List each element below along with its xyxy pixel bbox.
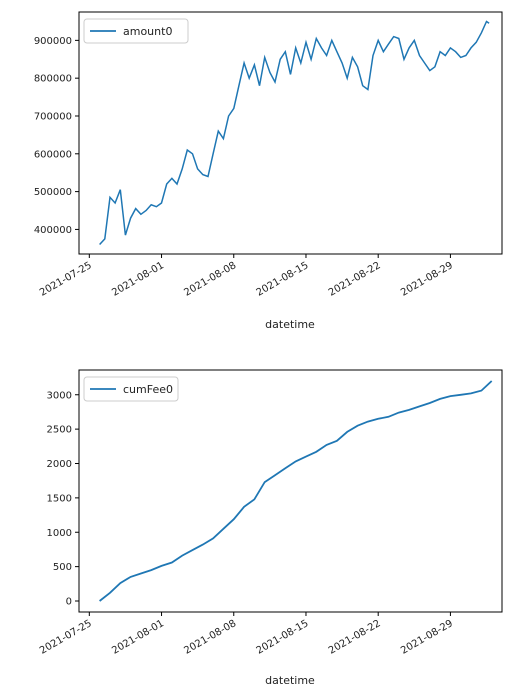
y-axis: 400000 500000 600000 700000 800000 900000 — [34, 36, 79, 236]
y-tick-label: 500 — [53, 562, 72, 573]
y-tick-label: 0 — [66, 597, 72, 608]
y-tick-label: 800000 — [34, 74, 72, 85]
legend: amount0 — [83, 18, 189, 44]
legend: cumFee0 — [83, 376, 179, 402]
y-tick-label: 600000 — [34, 149, 72, 160]
y-tick-label: 400000 — [34, 225, 72, 236]
plot-frame — [78, 11, 503, 255]
y-tick-label: 900000 — [34, 36, 72, 47]
plot-frame — [78, 369, 503, 613]
x-axis-label: datetime — [265, 318, 315, 331]
legend-box — [83, 376, 179, 402]
legend-label: amount0 — [123, 25, 172, 38]
y-tick-label: 700000 — [34, 111, 72, 122]
y-tick-label: 1500 — [47, 493, 72, 504]
y-tick-label: 500000 — [34, 187, 72, 198]
y-axis: 0 500 1000 1500 2000 2500 3000 — [47, 390, 79, 608]
y-tick-label: 2000 — [47, 459, 72, 470]
legend-box — [83, 18, 189, 44]
legend-label: cumFee0 — [123, 383, 173, 396]
amount0-line — [99, 20, 490, 246]
y-tick-label: 2500 — [47, 425, 72, 436]
cumFee0-line — [99, 380, 493, 602]
x-axis-label: datetime — [265, 674, 315, 687]
y-tick-label: 1000 — [47, 528, 72, 539]
y-tick-label: 3000 — [47, 390, 72, 401]
